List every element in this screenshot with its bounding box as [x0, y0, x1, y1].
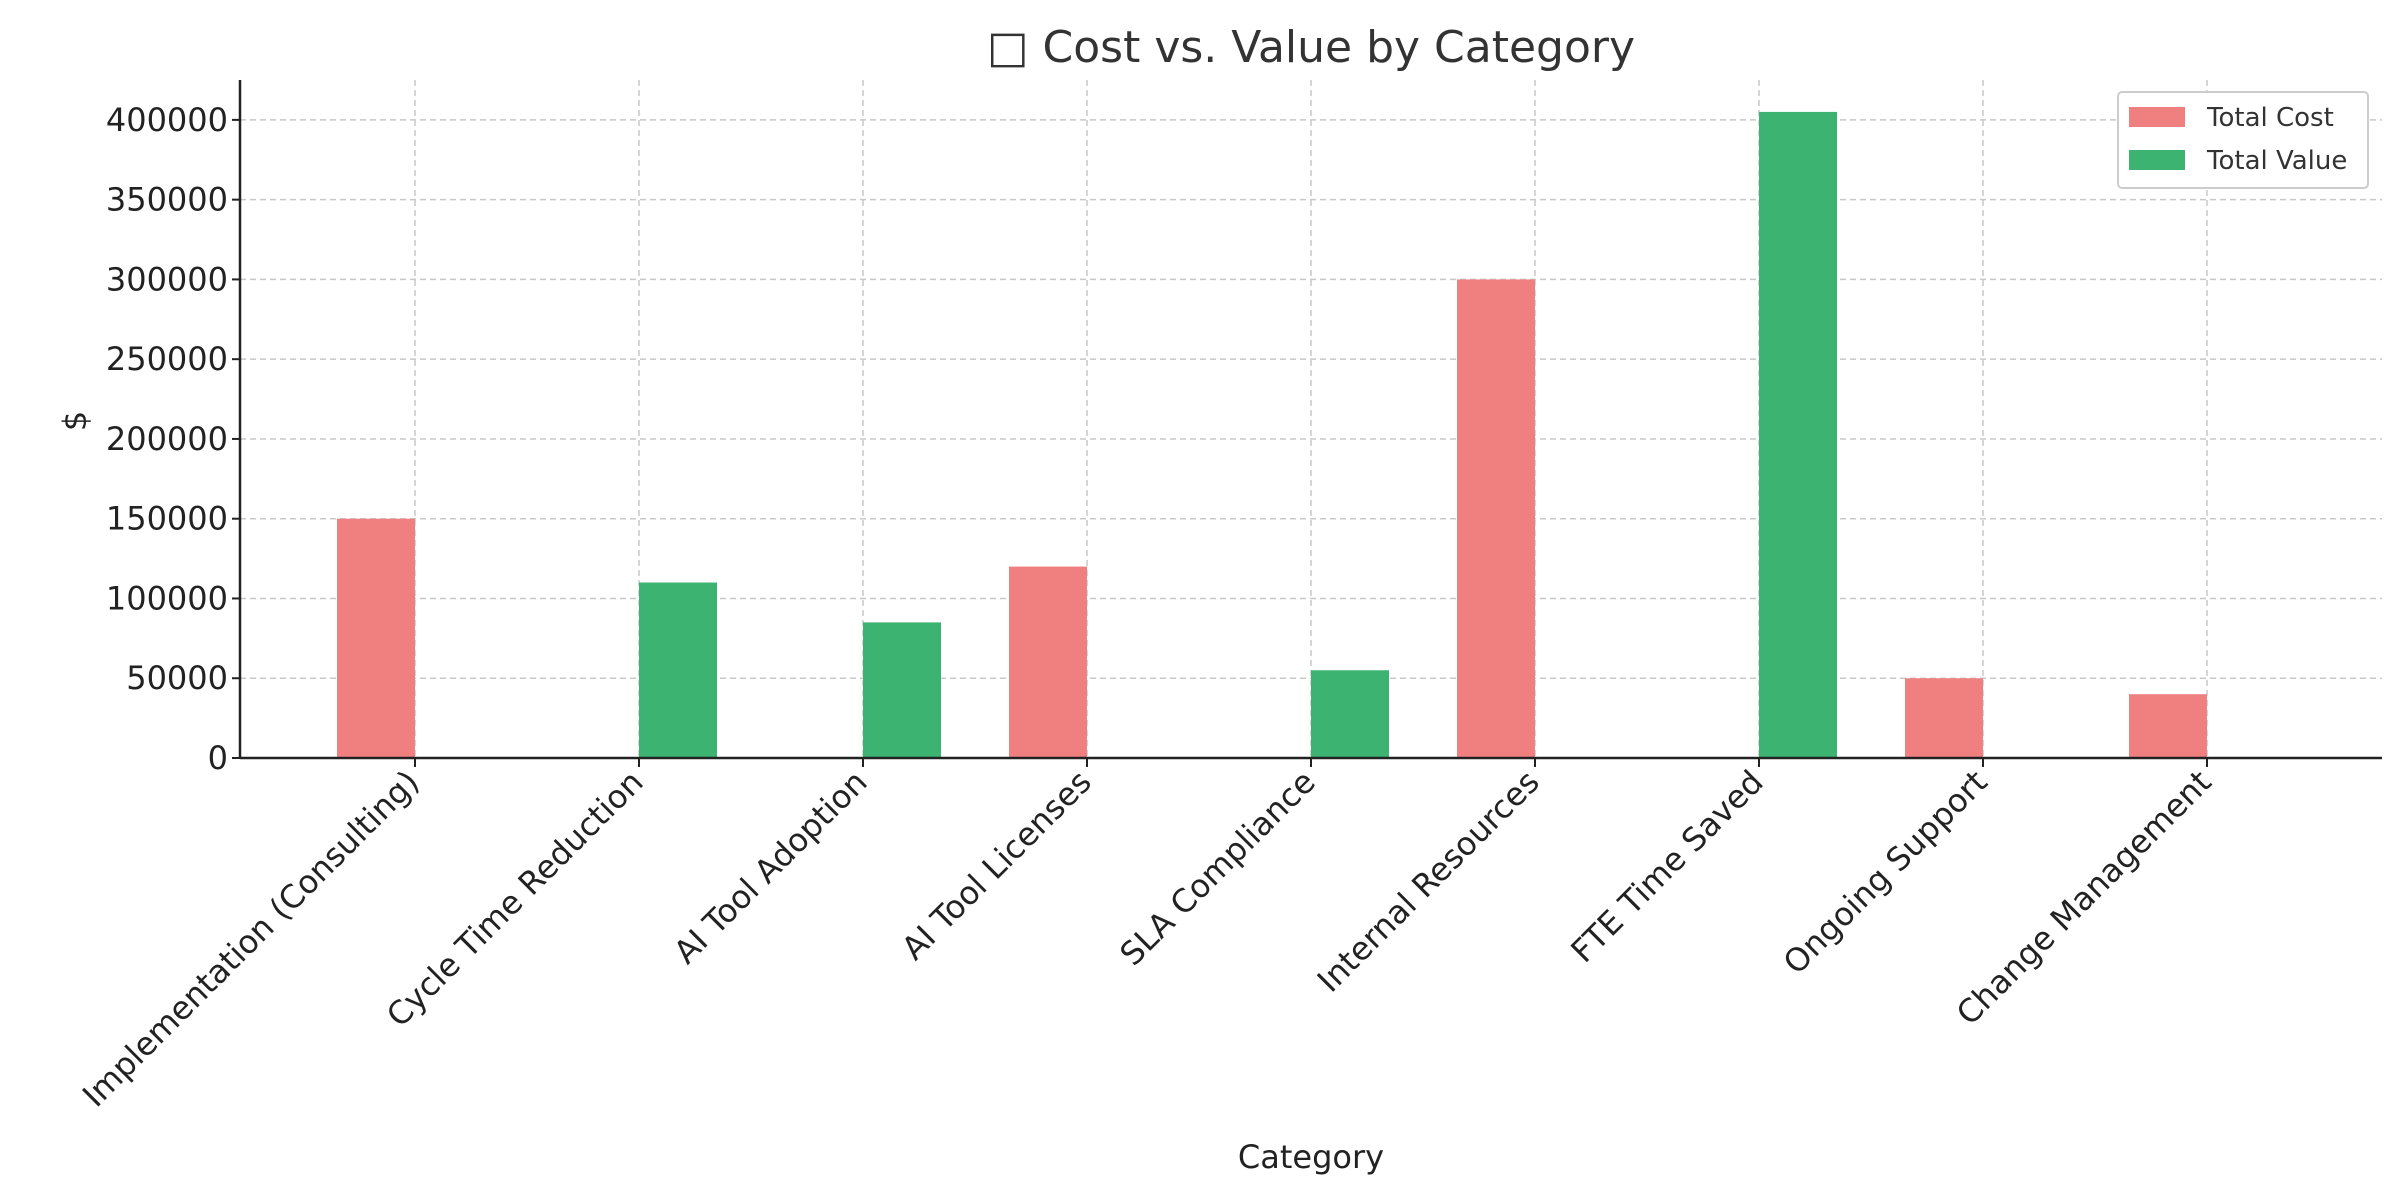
legend: Total Cost Total Value	[2117, 91, 2369, 189]
y-tick-label: 350000	[106, 181, 228, 219]
bar-total-cost-ai-tool-licenses	[1009, 566, 1087, 758]
y-tick-label: 150000	[106, 500, 228, 538]
y-tick-label: 400000	[106, 101, 228, 139]
grid	[240, 80, 2382, 758]
legend-label-total-cost: Total Cost	[2206, 103, 2334, 133]
bar-total-value-ai-tool-adoption	[863, 622, 941, 758]
bar-total-value-cycle-time-reduction	[639, 582, 717, 758]
x-axis-title: Category	[1238, 1138, 1384, 1176]
bar-total-cost-change-management	[2129, 694, 2207, 758]
bar-total-value-fte-time-saved	[1759, 111, 1837, 758]
legend-swatch-total-cost	[2129, 107, 2185, 127]
bar-total-value-sla-compliance	[1311, 670, 1389, 758]
x-tick-label-implementation-consulting: Implementation (Consulting)	[75, 763, 427, 1115]
y-tick-label: 0	[208, 739, 228, 777]
bar-total-cost-ongoing-support	[1905, 678, 1983, 758]
x-tick-label-change-management: Change Management	[1949, 763, 2219, 1033]
bar-total-cost-internal-resources	[1457, 279, 1535, 758]
x-tick-label-fte-time-saved: FTE Time Saved	[1563, 763, 1770, 970]
y-tick-label: 250000	[106, 340, 228, 378]
bar-total-cost-implementation-consulting	[337, 518, 415, 758]
y-tick-label: 100000	[106, 579, 228, 617]
y-tick-label: 300000	[106, 260, 228, 298]
x-tick-label-sla-compliance: SLA Compliance	[1112, 763, 1322, 973]
x-tick-label-ongoing-support: Ongoing Support	[1776, 763, 1995, 982]
y-tick-label: 50000	[126, 659, 228, 697]
x-tick-label-internal-resources: Internal Resources	[1310, 763, 1547, 1000]
x-tick-label-cycle-time-reduction: Cycle Time Reduction	[379, 763, 651, 1035]
legend-label-total-value: Total Value	[2206, 146, 2347, 176]
y-tick-label: 200000	[106, 420, 228, 458]
legend-swatch-total-value	[2129, 150, 2185, 170]
x-tick-label-ai-tool-adoption: AI Tool Adoption	[666, 763, 874, 971]
chart-title: □ Cost vs. Value by Category	[987, 22, 1635, 73]
y-axis-title: $	[56, 411, 94, 431]
bars	[337, 111, 2207, 758]
x-tick-label-ai-tool-licenses: AI Tool Licenses	[894, 763, 1098, 967]
